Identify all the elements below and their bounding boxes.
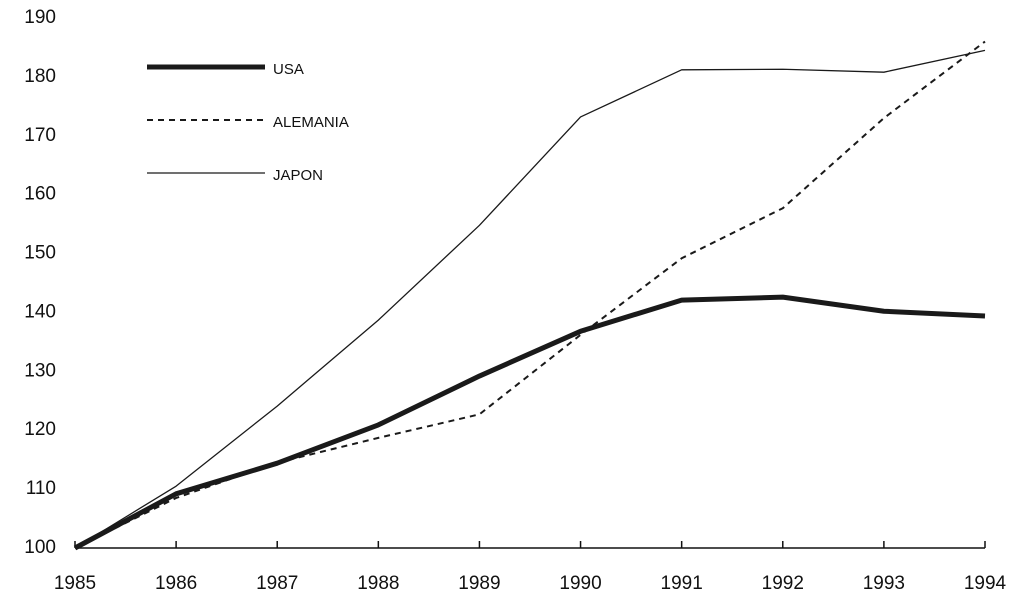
x-tick-label: 1985 (54, 573, 96, 594)
y-tick-label: 130 (24, 360, 56, 381)
x-tick-label: 1993 (863, 573, 905, 594)
x-tick-label: 1986 (155, 573, 197, 594)
x-tick-label: 1989 (458, 573, 500, 594)
x-tick-label: 1992 (762, 573, 804, 594)
legend-label: ALEMANIA (273, 114, 349, 131)
x-tick-label: 1991 (661, 573, 703, 594)
y-tick-label: 100 (24, 537, 56, 558)
legend-label: JAPON (273, 167, 323, 184)
y-tick-label: 120 (24, 419, 56, 440)
y-tick-label: 160 (24, 184, 56, 205)
x-tick-label: 1988 (357, 573, 399, 594)
y-tick-label: 190 (24, 7, 56, 28)
x-tick-label: 1994 (964, 573, 1007, 594)
y-tick-label: 180 (24, 66, 56, 87)
y-tick-label: 170 (24, 125, 56, 146)
legend-label: USA (273, 61, 304, 78)
x-tick-label: 1990 (559, 573, 601, 594)
y-tick-label: 140 (24, 301, 56, 322)
series-line (73, 294, 986, 551)
y-tick-label: 150 (24, 243, 56, 264)
series-line (74, 49, 986, 549)
series-line (74, 40, 986, 549)
y-tick-label: 110 (26, 478, 56, 499)
x-tick-label: 1987 (256, 573, 298, 594)
